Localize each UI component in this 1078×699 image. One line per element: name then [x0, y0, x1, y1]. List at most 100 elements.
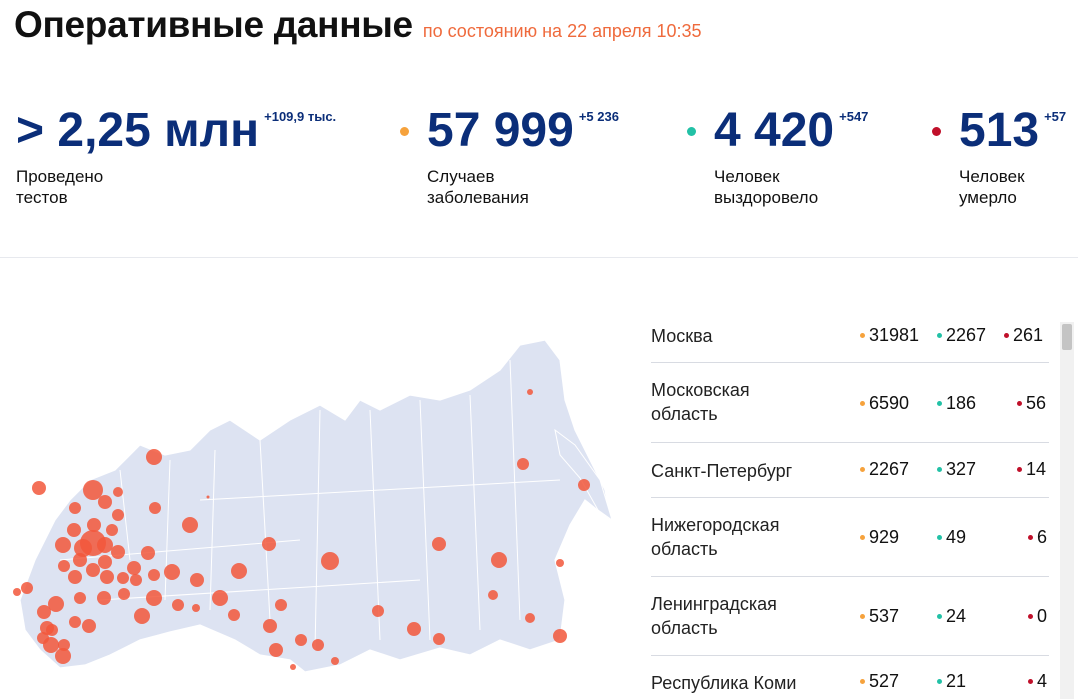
- region-deaths: 6: [1027, 527, 1048, 547]
- bubble-kostroma: [112, 509, 124, 521]
- region-row[interactable]: Ленинградская область 537 24 0: [651, 577, 1049, 656]
- bubble-pskov: [69, 502, 81, 514]
- region-recovered: 21: [936, 671, 967, 691]
- stat-tests-label-1: Проведено: [16, 167, 104, 186]
- bubble-samara: [146, 590, 162, 606]
- region-cases: 929: [859, 527, 900, 547]
- bubble-moscow-region: [74, 539, 92, 557]
- bubble-novosibirsk: [263, 619, 277, 633]
- stat-recovered: 4 420 +547 Человек выздоровело: [687, 104, 869, 208]
- bubble-chukotka: [517, 458, 529, 470]
- bubble-perm: [190, 573, 204, 587]
- bubble-chuvashia: [127, 561, 141, 575]
- region-row[interactable]: Нижегородская область 929 49 6: [651, 498, 1049, 577]
- region-name: Ленинградская область: [651, 594, 777, 638]
- stat-tests: > 2,25 млн +109,9 тыс. Проведено тестов: [16, 104, 336, 208]
- bubble-north-ossetia: [43, 637, 59, 653]
- map-land: [19, 339, 611, 673]
- bubble-ryazan: [98, 555, 112, 569]
- bubble-kursk: [58, 560, 70, 572]
- bubble-khmao: [321, 552, 339, 570]
- stat-cases: 57 999 +5 236 Случаев заболевания: [400, 104, 619, 208]
- bubble-khakassia: [312, 639, 324, 651]
- stat-tests-value: > 2,25 млн: [16, 104, 260, 157]
- bubble-vologda: [113, 487, 123, 497]
- region-deaths: 4: [1027, 671, 1048, 691]
- bubble-buryatia: [331, 657, 339, 665]
- deaths-dot-icon: [932, 127, 941, 136]
- bubble-kirov: [149, 502, 161, 514]
- region-cases: 6590: [859, 393, 910, 413]
- bubble-amur: [488, 590, 498, 600]
- bubble-tula: [86, 563, 100, 577]
- bubble-kaliningrad: [32, 481, 46, 495]
- region-row[interactable]: Республика Коми 527 21 4: [651, 656, 1049, 699]
- region-cases: 527: [859, 671, 900, 691]
- region-name: Санкт-Петербург: [651, 461, 793, 481]
- bubble-volgograd: [97, 591, 111, 605]
- bubble-tomsk: [228, 609, 240, 621]
- page-header: Оперативные данные по состоянию на 22 ап…: [14, 4, 702, 46]
- bubble-nizhny: [111, 545, 125, 559]
- region-row[interactable]: Московская область 6590 186 56: [651, 363, 1049, 443]
- region-cases: 2267: [859, 459, 910, 479]
- regions-table[interactable]: Москва 31981 2267 261 Московская область…: [651, 310, 1049, 699]
- bubble-orenburg: [172, 599, 184, 611]
- bubble-chelyabinsk: [134, 608, 150, 624]
- bubble-st-petersburg: [83, 480, 103, 500]
- region-row[interactable]: Санкт-Петербург 2267 327 14: [651, 443, 1049, 498]
- stat-cases-delta: +5 236: [578, 109, 619, 124]
- bubble-arctic: [527, 389, 533, 395]
- bubble-omsk: [275, 599, 287, 611]
- stat-deaths: 513 +57 Человек умерло: [932, 104, 1066, 208]
- region-row[interactable]: Москва 31981 2267 261: [651, 310, 1049, 363]
- bubble-jewish: [433, 633, 445, 645]
- bubble-krasnoyarsk: [432, 537, 446, 551]
- bubble-astrakhan: [82, 619, 96, 633]
- as-of-timestamp: по состоянию на 22 апреля 10:35: [422, 21, 702, 41]
- bubble-tuva: [290, 664, 296, 670]
- bubble-kamchatka: [578, 479, 590, 491]
- bubble-tatarstan: [148, 569, 160, 581]
- stat-tests-delta: +109,9 тыс.: [264, 109, 337, 124]
- cases-dot-icon: [400, 127, 409, 136]
- region-name: Нижегородская область: [651, 515, 780, 559]
- section-divider: [0, 257, 1078, 258]
- scrollbar-thumb[interactable]: [1062, 324, 1072, 350]
- stat-recovered-label-1: Человек: [714, 167, 780, 186]
- recovered-dot-icon: [687, 127, 696, 136]
- bubble-sverdlovsk: [231, 563, 247, 579]
- map-bubbles: [13, 389, 590, 670]
- bubble-primorsky: [553, 629, 567, 643]
- stat-cases-label-1: Случаев: [427, 167, 495, 186]
- bubble-mari: [141, 546, 155, 560]
- stat-cases-label-2: заболевания: [427, 188, 529, 207]
- bubble-kaluga: [73, 553, 87, 567]
- region-recovered: 186: [936, 393, 977, 413]
- bubble-khabarovsk: [525, 613, 535, 623]
- bubble-bryansk: [55, 537, 71, 553]
- bubble-vladimir: [97, 537, 113, 553]
- bubble-penza: [117, 572, 129, 584]
- bubble-magadan: [556, 559, 564, 567]
- region-cases: 537: [859, 606, 900, 626]
- region-deaths: 0: [1027, 606, 1048, 626]
- region-name: Московская область: [651, 380, 750, 424]
- bubble-zabaikalsky: [407, 622, 421, 636]
- region-cases: 31981: [859, 325, 920, 345]
- stat-recovered-delta: +547: [839, 109, 869, 124]
- region-name: Москва: [651, 326, 713, 346]
- region-deaths: 14: [1016, 459, 1047, 479]
- bubble-saratov: [118, 588, 130, 600]
- bubble-crimea-west: [21, 582, 33, 594]
- bubble-altai: [295, 634, 307, 646]
- stat-recovered-value: 4 420: [714, 104, 835, 157]
- russia-map[interactable]: [0, 320, 640, 699]
- page-title: Оперативные данные: [14, 4, 413, 45]
- bubble-tver: [87, 518, 101, 532]
- stat-cases-value: 57 999: [427, 104, 574, 157]
- bubble-irkutsk: [372, 605, 384, 617]
- bubble-ulyanovsk: [130, 574, 142, 586]
- stat-deaths-label-2: умерло: [959, 188, 1017, 207]
- regions-scrollbar[interactable]: [1060, 322, 1074, 699]
